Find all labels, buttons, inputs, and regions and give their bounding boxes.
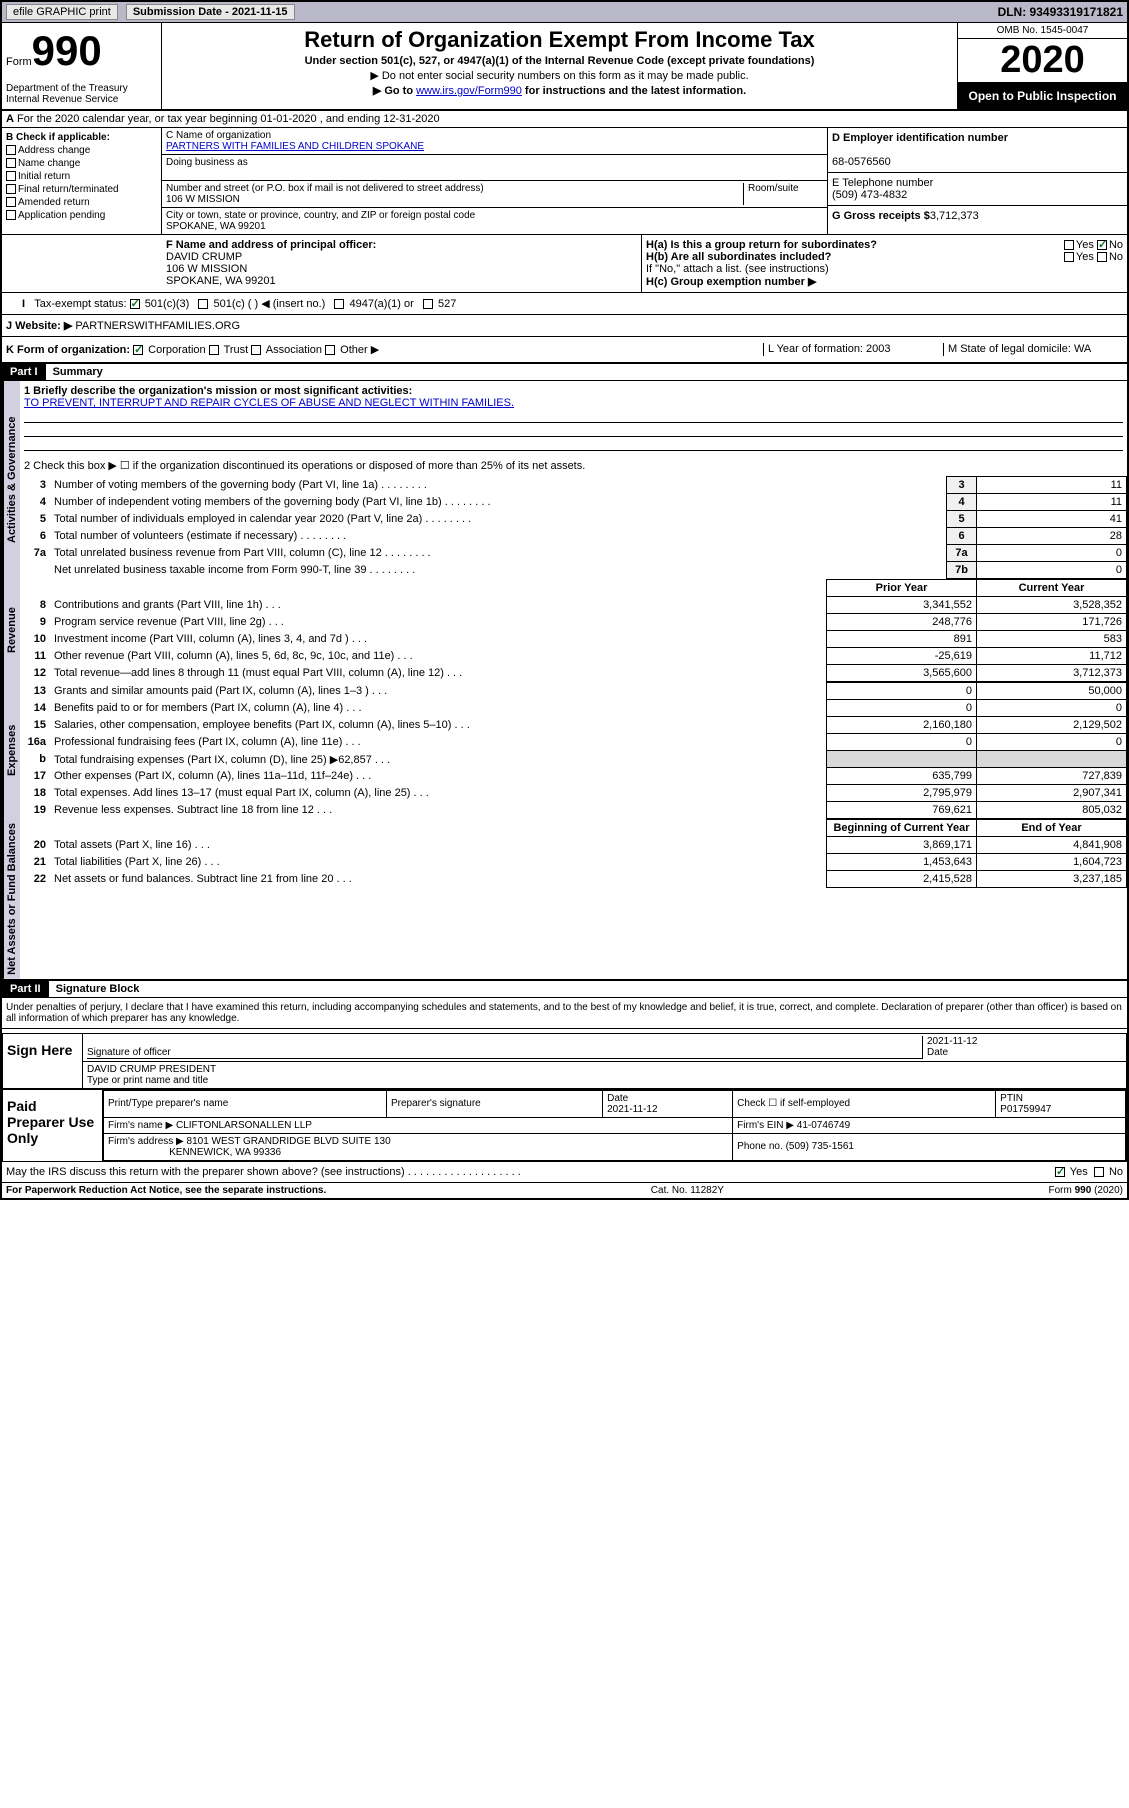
dept-treasury: Department of the Treasury Internal Reve… <box>6 83 157 105</box>
subtitle-3: ▶ Go to www.irs.gov/Form990 for instruct… <box>166 84 953 97</box>
org-name: PARTNERS WITH FAMILIES AND CHILDREN SPOK… <box>166 141 424 152</box>
perjury-statement: Under penalties of perjury, I declare th… <box>2 998 1127 1029</box>
section-d: D Employer identification number68-05765… <box>827 128 1127 234</box>
section-fgh: F Name and address of principal officer:… <box>2 235 1127 293</box>
irs-discuss: May the IRS discuss this return with the… <box>2 1162 1127 1182</box>
top-toolbar: efile GRAPHIC print Submission Date - 20… <box>2 2 1127 23</box>
footer: For Paperwork Reduction Act Notice, see … <box>2 1182 1127 1198</box>
section-c: C Name of organizationPARTNERS WITH FAMI… <box>162 128 827 234</box>
form-990-document: efile GRAPHIC print Submission Date - 20… <box>0 0 1129 1200</box>
subtitle-2: ▶ Do not enter social security numbers o… <box>166 69 953 82</box>
governance-section: Activities & Governance 1 Briefly descri… <box>2 381 1127 579</box>
website: J Website: ▶ PARTNERSWITHFAMILIES.ORG <box>2 315 1127 337</box>
revenue-section: Revenue Prior YearCurrent Year8Contribut… <box>2 579 1127 682</box>
omb-number: OMB No. 1545-0047 <box>958 23 1127 39</box>
section-klm: K Form of organization: Corporation Trus… <box>2 337 1127 364</box>
expenses-section: Expenses 13Grants and similar amounts pa… <box>2 682 1127 819</box>
subtitle-1: Under section 501(c), 527, or 4947(a)(1)… <box>166 55 953 67</box>
sign-here: Sign Here Signature of officer2021-11-12… <box>2 1033 1127 1089</box>
irs-link[interactable]: www.irs.gov/Form990 <box>416 85 522 97</box>
form-title: Return of Organization Exempt From Incom… <box>166 27 953 53</box>
submission-date: Submission Date - 2021-11-15 <box>126 4 295 20</box>
part-2-header: Part II Signature Block <box>2 981 1127 998</box>
part-1-header: Part I Summary <box>2 364 1127 381</box>
section-b: B Check if applicable: Address change Na… <box>2 128 162 234</box>
tax-year: 2020 <box>958 39 1127 83</box>
open-inspection: Open to Public Inspection <box>958 83 1127 109</box>
form-header: Form990 Department of the Treasury Inter… <box>2 23 1127 111</box>
section-bcd: B Check if applicable: Address change Na… <box>2 128 1127 235</box>
dln-number: DLN: 93493319171821 <box>998 5 1123 19</box>
balances-section: Net Assets or Fund Balances Beginning of… <box>2 819 1127 981</box>
paid-preparer: Paid Preparer Use Only Print/Type prepar… <box>2 1089 1127 1162</box>
efile-print-button[interactable]: efile GRAPHIC print <box>6 4 118 20</box>
line-a: A For the 2020 calendar year, or tax yea… <box>2 111 1127 128</box>
tax-exempt-status: I Tax-exempt status: 501(c)(3) 501(c) ( … <box>2 293 1127 315</box>
form-number: 990 <box>32 27 102 74</box>
form-label: Form <box>6 56 32 68</box>
